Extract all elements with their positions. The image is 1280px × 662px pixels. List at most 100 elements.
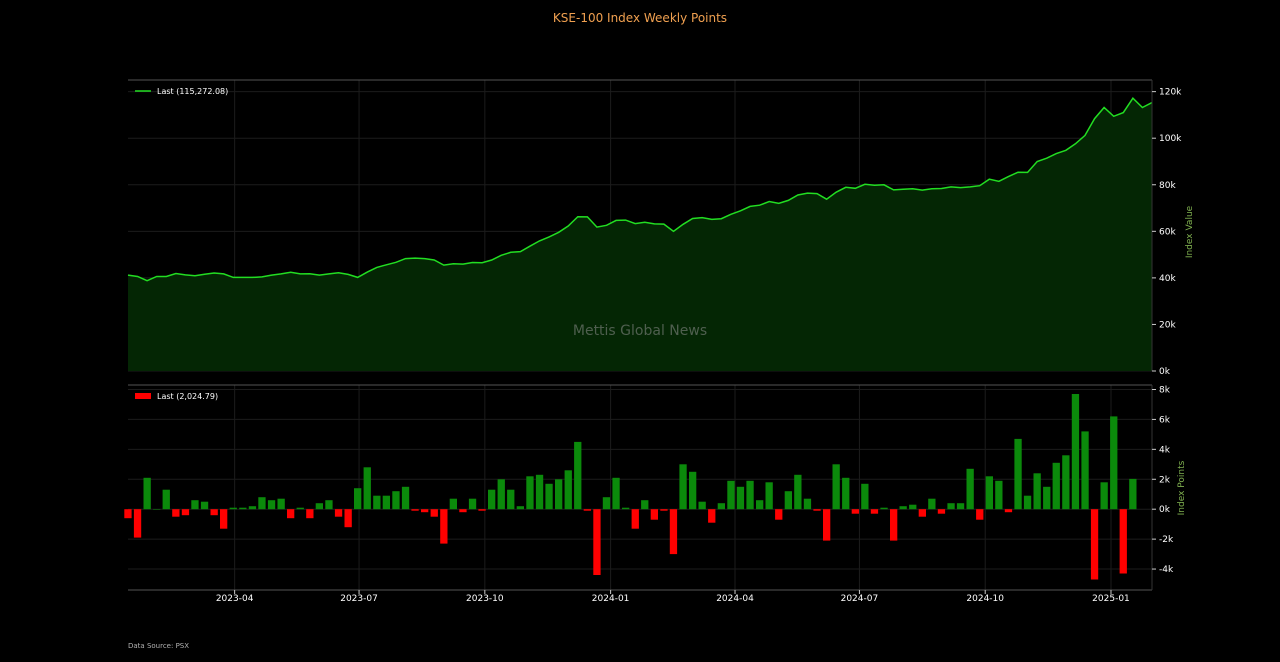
bar (870, 509, 879, 514)
bar (1110, 416, 1118, 510)
bar (153, 509, 161, 510)
bottom-legend-label: Last (2,024.79) (157, 392, 218, 401)
bar (258, 497, 266, 510)
bar (488, 489, 496, 510)
bar (401, 486, 410, 510)
bar (181, 509, 190, 516)
x-tick-label: 2024-01 (592, 594, 630, 604)
bar (277, 498, 285, 510)
bottom-y-tick-label: -4k (1159, 565, 1174, 575)
bar (861, 483, 869, 510)
bar (631, 509, 639, 529)
bar (1043, 486, 1051, 510)
bar (650, 509, 658, 520)
bottom-gridlines (128, 385, 1152, 590)
bar (698, 501, 706, 510)
bar (229, 507, 237, 510)
bar (985, 476, 993, 510)
bar (928, 498, 936, 510)
bar (909, 504, 917, 510)
bar (813, 509, 821, 511)
bar (210, 509, 218, 516)
bar (354, 488, 362, 510)
bar (947, 503, 955, 510)
bar (756, 500, 764, 510)
bar (1100, 482, 1108, 510)
bar (535, 474, 544, 510)
bar (995, 480, 1003, 510)
x-axis: 2023-04 2023-07 2023-10 2024-01 2024-04 2024-… (216, 590, 1130, 604)
bar (574, 441, 582, 510)
weekly-points-bars (124, 394, 1137, 580)
x-tick-label: 2023-10 (466, 594, 504, 604)
bar (1119, 509, 1127, 574)
bar (890, 509, 898, 541)
bar (516, 506, 524, 510)
top-y-axis: 0k 20k 40k 60k 80k 100k 120k (1152, 88, 1182, 377)
bar (583, 509, 591, 511)
bar (267, 500, 276, 510)
bar (775, 509, 783, 520)
bar (727, 480, 735, 510)
bar (1004, 509, 1013, 513)
bottom-y-tick-label: -2k (1159, 535, 1174, 545)
bar (593, 509, 601, 575)
bar (660, 509, 668, 511)
bar (899, 506, 907, 510)
bar (612, 477, 620, 510)
bar (296, 507, 304, 510)
bar (191, 500, 199, 510)
bar (382, 495, 390, 510)
bar (1023, 495, 1032, 510)
bottom-y-axis-label: Index Points (1177, 460, 1187, 515)
bar (421, 509, 429, 513)
bar (430, 509, 438, 517)
bar (717, 503, 725, 510)
bar (555, 479, 563, 510)
bar (507, 489, 515, 510)
bar (765, 482, 773, 510)
chart-title: KSE-100 Index Weekly Points (552, 11, 728, 25)
bar (880, 507, 888, 510)
bar (1033, 473, 1041, 510)
x-tick-label: 2024-10 (966, 594, 1004, 604)
bar (344, 509, 352, 528)
bar (162, 489, 170, 510)
top-y-tick-label: 100k (1159, 134, 1182, 144)
bar (918, 509, 926, 517)
bar (937, 509, 946, 514)
top-legend: Last (115,272.08) (135, 87, 228, 96)
x-tick-label: 2025-01 (1092, 594, 1130, 604)
x-tick-label: 2024-07 (841, 594, 879, 604)
watermark: Mettis Global News (573, 323, 707, 339)
bar (1090, 509, 1099, 580)
bar (172, 509, 180, 517)
bar (803, 498, 812, 510)
bar (315, 503, 323, 510)
top-y-tick-label: 0k (1159, 367, 1171, 377)
bar (325, 500, 333, 510)
x-tick-label: 2023-07 (340, 594, 378, 604)
bar (468, 498, 477, 510)
bar (248, 506, 257, 510)
bottom-y-tick-label: 6k (1159, 415, 1171, 425)
bar (1062, 455, 1070, 510)
bar (334, 509, 343, 517)
bar (1129, 478, 1137, 510)
bar (459, 509, 467, 513)
bar (143, 477, 151, 510)
bar (708, 509, 716, 523)
top-y-tick-label: 40k (1159, 274, 1176, 284)
top-y-tick-label: 80k (1159, 181, 1176, 191)
bar (689, 471, 697, 510)
bar (287, 509, 295, 519)
bar (449, 498, 457, 510)
index-line (127, 97, 1153, 282)
bottom-y-axis: -4k -2k 0k 2k 4k 6k 8k (1152, 385, 1174, 575)
x-tick-label: 2023-04 (216, 594, 254, 604)
bar (1052, 462, 1060, 510)
bar (842, 477, 850, 510)
bottom-y-tick-label: 4k (1159, 445, 1171, 455)
bar (545, 483, 553, 510)
